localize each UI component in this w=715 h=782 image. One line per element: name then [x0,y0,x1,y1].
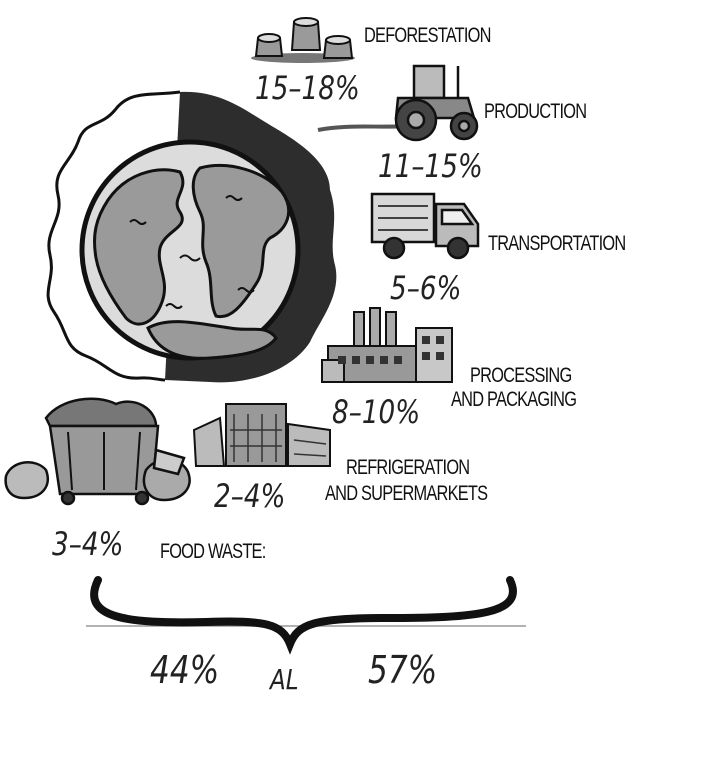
total-brace [86,576,526,655]
factory-icon [321,307,453,383]
land-south [146,320,278,360]
refrigeration-percent: 2–4% [214,477,286,515]
transportation-label: TRANSPORTATION [488,232,626,255]
land-americas [93,168,185,326]
deforestation-percent: 15–18% [255,69,360,107]
refrigeration-label: REFRIGERATION [346,456,470,479]
supermarket-icon [192,403,331,467]
tractor-icon [317,64,479,142]
total-low-percent: 44% [150,648,220,692]
total-high-percent: 57% [368,648,438,692]
tree-stumps-icon [251,17,355,63]
land-africa [191,164,291,319]
production-percent: 11–15% [378,147,483,185]
food-waste-label: FOOD WASTE: [160,540,266,563]
earth-wavy-outline [46,90,181,382]
dumpster-icon [4,397,191,506]
earth-illustration [46,90,337,383]
production-label: PRODUCTION [484,100,587,123]
total-connector: AL [270,663,299,696]
food-waste-percent: 3–4% [52,525,124,563]
processing-label: PROCESSING [470,364,572,387]
supermarkets-label: AND SUPERMARKETS [325,482,488,505]
truck-icon [370,192,480,260]
transportation-percent: 5–6% [390,269,462,307]
packaging-label: AND PACKAGING [451,388,577,411]
processing-percent: 8–10% [332,393,421,431]
deforestation-label: DEFORESTATION [364,24,491,47]
